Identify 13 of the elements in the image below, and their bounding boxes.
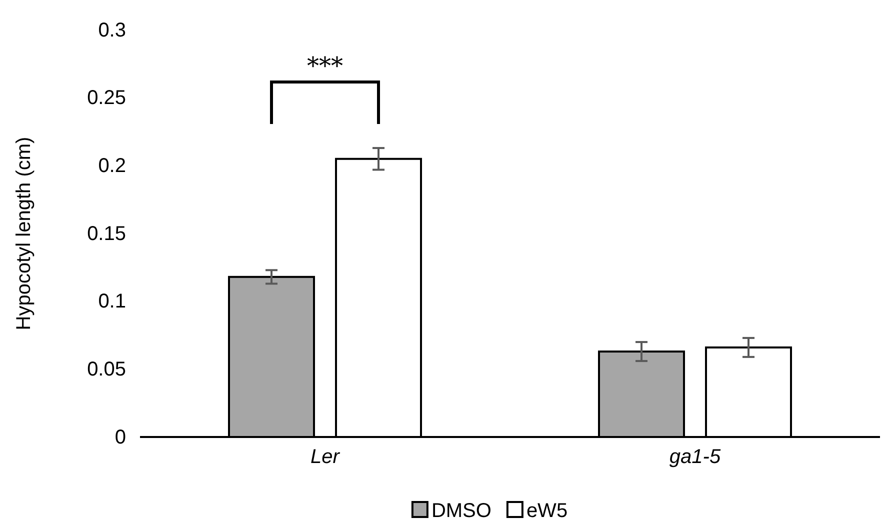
y-tick-label: 0.05 xyxy=(87,358,126,381)
y-tick-label: 0.2 xyxy=(98,155,126,178)
y-tick-label: 0 xyxy=(114,426,126,448)
legend-label: eW5 xyxy=(526,500,568,522)
legend-label: DMSO xyxy=(431,500,492,522)
x-tick-label: ga1-5 xyxy=(669,446,722,468)
y-tick-label: 0.25 xyxy=(87,87,126,110)
y-tick-label: 0.15 xyxy=(87,222,126,245)
y-axis-title: Hypocotyl length (cm) xyxy=(13,136,35,330)
y-tick-label: 0.3 xyxy=(98,19,126,42)
annotation: *** xyxy=(307,52,343,80)
y-tick-label: 0.1 xyxy=(98,290,126,313)
x-tick-label: Ler xyxy=(310,446,341,468)
